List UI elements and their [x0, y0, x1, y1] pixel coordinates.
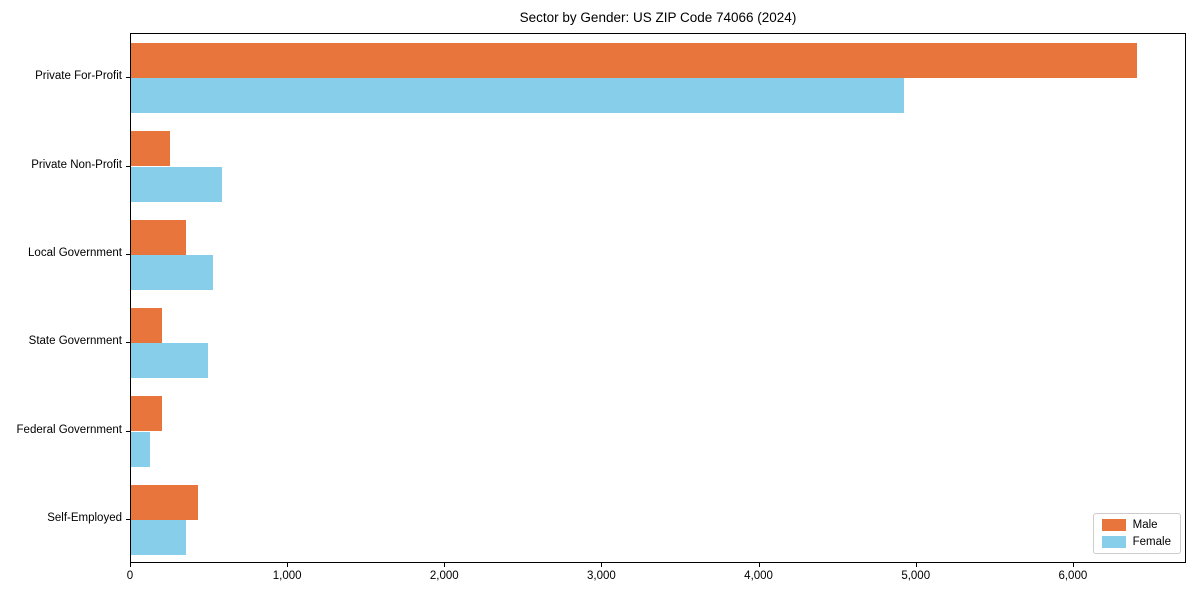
y-tick-label-federal-government: Federal Government	[16, 423, 122, 436]
x-tick-mark-1000	[287, 563, 289, 567]
y-tick-mark-private-for-profit	[126, 77, 130, 79]
y-tick-mark-private-non-profit	[126, 165, 130, 167]
bar-female-private-for-profit	[131, 78, 905, 114]
bar-female-private-non-profit	[131, 166, 223, 202]
x-tick-label-6000: 6,000	[1058, 570, 1088, 582]
x-tick-mark-3000	[601, 563, 603, 567]
legend: Male Female	[1092, 513, 1181, 554]
y-tick-mark-local-government	[126, 253, 130, 255]
x-tick-mark-4000	[758, 563, 760, 567]
bar-female-state-government	[131, 343, 208, 379]
y-tick-mark-state-government	[126, 342, 130, 344]
bar-male-private-non-profit	[131, 131, 171, 167]
bar-male-federal-government	[131, 396, 162, 432]
legend-label-male: Male	[1132, 519, 1158, 531]
x-tick-mark-6000	[1072, 563, 1074, 567]
bar-female-self-employed	[131, 519, 186, 556]
x-tick-label-3000: 3,000	[587, 570, 616, 582]
x-tick-mark-5000	[915, 563, 917, 567]
legend-item-male: Male	[1101, 519, 1171, 531]
bar-female-local-government	[131, 254, 213, 291]
legend-label-female: Female	[1132, 536, 1171, 548]
x-tick-label-1000: 1,000	[272, 570, 302, 582]
y-tick-mark-self-employed	[126, 518, 130, 520]
bar-male-self-employed	[131, 484, 198, 520]
legend-item-female: Female	[1101, 536, 1171, 548]
x-tick-mark-0	[130, 563, 131, 567]
bar-male-private-for-profit	[131, 42, 1137, 79]
bar-female-federal-government	[131, 431, 150, 467]
y-tick-label-private-non-profit: Private Non-Profit	[31, 158, 122, 171]
y-tick-label-local-government: Local Government	[28, 246, 122, 259]
x-tick-label-2000: 2,000	[429, 570, 459, 582]
x-tick-mark-2000	[444, 563, 446, 567]
legend-swatch-female	[1101, 536, 1126, 548]
y-tick-label-self-employed: Self-Employed	[47, 511, 122, 524]
legend-swatch-male	[1101, 519, 1126, 531]
y-tick-label-state-government: State Government	[28, 335, 122, 348]
bars-layer	[131, 34, 1185, 562]
chart-title: Sector by Gender: US ZIP Code 74066 (202…	[519, 10, 797, 25]
x-tick-label-4000: 4,000	[744, 570, 773, 582]
x-tick-label-0: 0	[126, 570, 134, 582]
y-tick-mark-federal-government	[126, 430, 130, 432]
bar-male-state-government	[131, 307, 162, 344]
y-tick-label-private-for-profit: Private For-Profit	[35, 70, 122, 83]
x-tick-label-5000: 5,000	[901, 570, 931, 582]
bar-male-local-government	[131, 219, 186, 255]
plot-area: Male Female	[130, 33, 1186, 563]
